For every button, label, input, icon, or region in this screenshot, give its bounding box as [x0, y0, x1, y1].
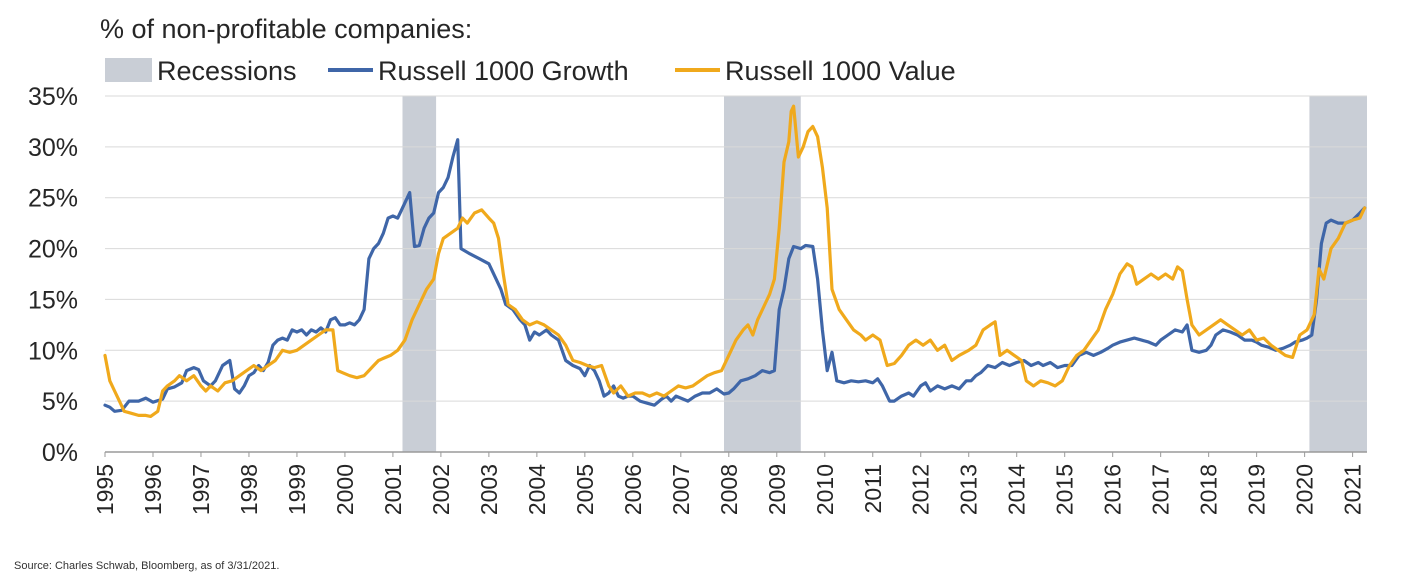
- x-tick-label: 2016: [1100, 464, 1126, 515]
- y-tick-label: 25%: [28, 185, 78, 213]
- series-lines: [103, 104, 1367, 418]
- legend-label-growth: Russell 1000 Growth: [378, 56, 629, 86]
- x-tick-label: 2002: [428, 464, 454, 515]
- y-tick-label: 10%: [28, 337, 78, 365]
- x-tick-label: 2013: [956, 464, 982, 515]
- series-line-russell-1000-growth: [103, 138, 1367, 413]
- x-tick-label: 1995: [92, 464, 118, 515]
- x-tick-label: 2011: [860, 464, 886, 513]
- x-tick-label: 2009: [764, 464, 790, 515]
- x-tick-label: 2017: [1148, 464, 1174, 515]
- x-tick-label: 2020: [1292, 464, 1318, 515]
- x-tick-label: 2007: [668, 464, 694, 515]
- x-tick-label: 1997: [188, 464, 214, 515]
- x-tick-label: 2019: [1244, 464, 1270, 515]
- y-tick-label: 35%: [28, 83, 78, 111]
- legend: Recessions Russell 1000 Growth Russell 1…: [105, 56, 956, 86]
- gridlines: [105, 95, 1367, 453]
- x-tick-label: 2018: [1196, 464, 1222, 515]
- y-tick-label: 5%: [42, 388, 78, 416]
- x-tick-label: 1996: [140, 464, 166, 515]
- x-tick-label: 1998: [236, 464, 262, 515]
- x-tick-label: 2014: [1004, 464, 1030, 515]
- y-tick-label: 20%: [28, 236, 78, 264]
- recession-band-1: [724, 96, 801, 452]
- x-tick-label: 2006: [620, 464, 646, 515]
- x-tick-label: 2004: [524, 464, 550, 515]
- x-axis-ticks: 1995 1996 1997 1998 1999 2000 2001 2002 2003 2004…: [92, 452, 1366, 515]
- legend-label-recessions: Recessions: [157, 56, 297, 86]
- x-tick-label: 2010: [812, 464, 838, 515]
- x-tick-label: 2012: [908, 464, 934, 515]
- x-tick-label: 2021: [1340, 464, 1366, 515]
- legend-label-value: Russell 1000 Value: [725, 56, 956, 86]
- x-tick-label: 2005: [572, 464, 598, 515]
- x-tick-label: 1999: [284, 464, 310, 515]
- x-tick-label: 2015: [1052, 464, 1078, 515]
- source-note: Source: Charles Schwab, Bloomberg, as of…: [14, 560, 279, 572]
- x-tick-label: 2003: [476, 464, 502, 515]
- series-line-russell-1000-value: [103, 104, 1367, 418]
- x-tick-label: 2000: [332, 464, 358, 515]
- recession-bands: [402, 96, 1367, 452]
- recession-band-0: [402, 96, 437, 452]
- y-axis-ticks: 0% 5% 10% 15% 20% 25% 30% 35%: [28, 83, 78, 467]
- y-tick-label: 30%: [28, 134, 78, 162]
- y-tick-label: 0%: [42, 439, 78, 467]
- x-tick-label: 2008: [716, 464, 742, 515]
- y-tick-label: 15%: [28, 286, 78, 314]
- chart-title: % of non-profitable companies:: [100, 14, 472, 44]
- legend-swatch-recessions: [105, 58, 152, 82]
- x-tick-label: 2001: [380, 464, 406, 515]
